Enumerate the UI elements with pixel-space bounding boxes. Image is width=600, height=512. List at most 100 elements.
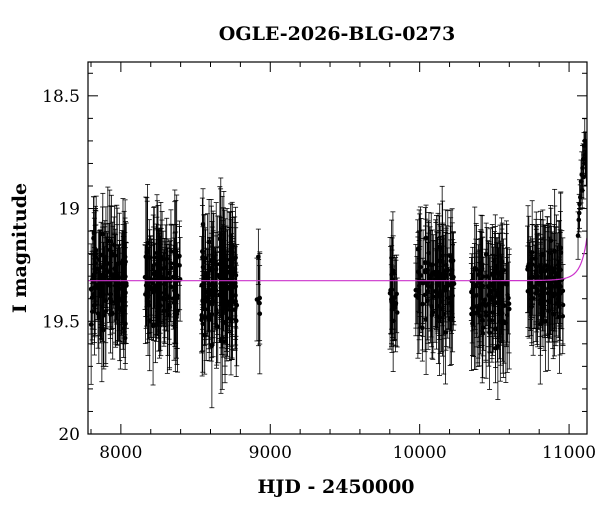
data-point bbox=[440, 259, 445, 264]
data-point bbox=[436, 303, 441, 309]
data-point bbox=[142, 274, 148, 280]
x-axis-label: HJD - 2450000 bbox=[257, 476, 414, 498]
data-point bbox=[113, 288, 118, 294]
data-point bbox=[529, 304, 535, 309]
data-point bbox=[144, 248, 150, 254]
data-point bbox=[543, 318, 548, 324]
data-point bbox=[533, 291, 539, 296]
data-point bbox=[390, 299, 395, 304]
x-tick-label: 8000 bbox=[99, 443, 142, 463]
data-point bbox=[490, 310, 496, 315]
data-point bbox=[494, 263, 499, 269]
data-point bbox=[150, 267, 156, 272]
data-point bbox=[413, 287, 419, 293]
data-point bbox=[177, 253, 182, 259]
data-point bbox=[447, 253, 453, 259]
data-point bbox=[538, 282, 543, 287]
data-point bbox=[222, 299, 228, 304]
data-point bbox=[221, 242, 226, 248]
data-point bbox=[506, 301, 512, 307]
data-point bbox=[477, 269, 483, 274]
data-point bbox=[499, 273, 504, 279]
data-point bbox=[420, 325, 425, 331]
data-point bbox=[208, 317, 214, 322]
data-point bbox=[168, 261, 174, 266]
data-point bbox=[533, 268, 539, 274]
data-point bbox=[214, 308, 219, 313]
data-point bbox=[428, 284, 433, 289]
data-point bbox=[430, 294, 436, 300]
data-point bbox=[155, 265, 161, 271]
data-point bbox=[211, 255, 217, 261]
data-point bbox=[450, 293, 455, 299]
data-point bbox=[213, 266, 219, 272]
data-point bbox=[150, 323, 156, 329]
data-point bbox=[161, 295, 166, 301]
data-point bbox=[95, 285, 101, 291]
plot-frame bbox=[87, 61, 588, 435]
data-point bbox=[100, 231, 106, 237]
data-point bbox=[553, 284, 559, 289]
data-point bbox=[173, 292, 178, 298]
data-point bbox=[429, 304, 434, 309]
data-point bbox=[545, 298, 551, 304]
data-point bbox=[145, 295, 150, 300]
data-point bbox=[228, 233, 233, 239]
data-point bbox=[478, 313, 483, 319]
data-point bbox=[229, 276, 235, 281]
data-point bbox=[493, 326, 498, 331]
data-point bbox=[205, 272, 210, 278]
data-point bbox=[146, 302, 151, 308]
data-point bbox=[425, 267, 431, 273]
data-point bbox=[120, 274, 126, 280]
data-point bbox=[200, 321, 206, 327]
data-point bbox=[560, 313, 566, 319]
data-point bbox=[121, 282, 126, 287]
data-point bbox=[171, 300, 177, 306]
data-point bbox=[579, 188, 585, 193]
data-point bbox=[112, 266, 117, 272]
data-point bbox=[416, 290, 422, 295]
data-point bbox=[442, 274, 448, 280]
data-point bbox=[487, 290, 493, 295]
data-point bbox=[114, 282, 120, 288]
data-point bbox=[500, 259, 505, 265]
data-point bbox=[146, 255, 152, 260]
data-point bbox=[222, 319, 228, 325]
data-point bbox=[167, 312, 172, 318]
data-point bbox=[95, 311, 101, 316]
data-point bbox=[441, 311, 446, 317]
data-point bbox=[229, 307, 235, 313]
data-point bbox=[435, 282, 441, 288]
data-point bbox=[392, 305, 397, 310]
data-point bbox=[224, 316, 230, 321]
data-point bbox=[525, 288, 531, 294]
data-point bbox=[437, 291, 442, 296]
data-point bbox=[104, 267, 109, 272]
data-point bbox=[583, 143, 587, 148]
data-point bbox=[168, 249, 174, 254]
data-point bbox=[172, 311, 178, 317]
data-point bbox=[221, 276, 226, 281]
data-point bbox=[121, 307, 127, 313]
data-point bbox=[479, 317, 485, 323]
data-point bbox=[93, 266, 99, 272]
data-point bbox=[256, 254, 261, 260]
data-point bbox=[538, 297, 543, 303]
data-point bbox=[483, 309, 489, 315]
data-point bbox=[473, 283, 479, 289]
data-point bbox=[558, 250, 564, 255]
data-point bbox=[123, 290, 128, 296]
data-point bbox=[479, 302, 485, 307]
data-point bbox=[430, 262, 435, 267]
data-point bbox=[443, 330, 448, 335]
data-point bbox=[501, 303, 507, 309]
data-point bbox=[156, 271, 162, 276]
data-point bbox=[582, 161, 587, 166]
data-point bbox=[218, 270, 224, 276]
data-point bbox=[257, 311, 263, 317]
data-point bbox=[91, 230, 97, 236]
data-point bbox=[558, 245, 563, 251]
data-point bbox=[577, 201, 582, 207]
data-point bbox=[552, 270, 557, 275]
